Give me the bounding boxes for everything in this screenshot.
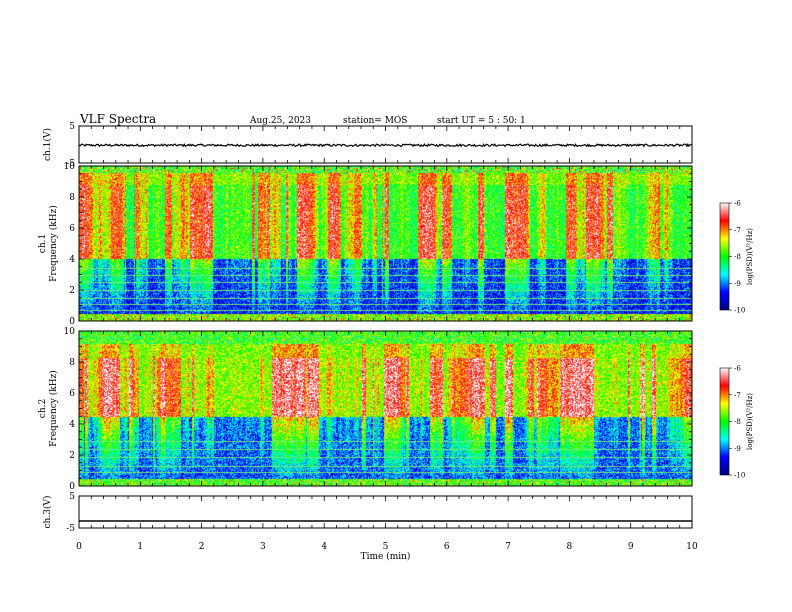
- y-tick-label: 5: [69, 122, 75, 132]
- x-tick-label: 3: [260, 542, 266, 552]
- y-tick-label: 8: [69, 193, 75, 203]
- colorbar-tick-label: -8: [734, 253, 741, 261]
- y-axis-channel-label: ch.2: [38, 399, 48, 418]
- x-tick-label: 2: [199, 542, 205, 552]
- y-axis-label: ch.3(V): [42, 496, 53, 529]
- colorbar: [719, 367, 730, 476]
- y-tick-label: 10: [64, 327, 76, 337]
- x-tick-label: 10: [686, 542, 698, 552]
- colorbar-tick-label: -7: [734, 391, 741, 399]
- y-tick-label: 2: [69, 286, 75, 296]
- y-tick-label: -5: [66, 159, 75, 169]
- x-tick-label: 4: [321, 542, 327, 552]
- y-axis-label: ch.1(V): [42, 128, 53, 161]
- colorbar-tick-label: -8: [734, 418, 741, 426]
- x-tick-label: 0: [76, 542, 82, 552]
- y-tick-label: 4: [69, 420, 75, 430]
- y-tick-label: 6: [69, 389, 75, 399]
- colorbar-tick-label: -9: [734, 280, 741, 288]
- colorbar-tick-label: -10: [734, 307, 745, 315]
- y-tick-label: 4: [69, 255, 75, 265]
- spectrogram-ch1: [79, 166, 692, 321]
- x-tick-label: 6: [444, 542, 450, 552]
- y-tick-label: 6: [69, 224, 75, 234]
- y-tick-label: 0: [69, 482, 75, 492]
- y-axis-label: Frequency (kHz): [48, 370, 59, 447]
- colorbar-label: log(PSD)(V²/Hz): [746, 228, 754, 285]
- colorbar: [719, 202, 730, 311]
- colorbar-label: log(PSD)(V²/Hz): [746, 393, 754, 450]
- x-tick-label: 5: [383, 542, 389, 552]
- colorbar-tick-label: -6: [734, 365, 741, 373]
- y-axis-channel-label: ch.1: [38, 234, 48, 253]
- y-tick-label: 8: [69, 358, 75, 368]
- y-tick-label: 2: [69, 451, 75, 461]
- x-tick-label: 7: [505, 542, 511, 552]
- x-tick-label: 8: [567, 542, 573, 552]
- y-axis-label: Frequency (kHz): [48, 205, 59, 282]
- y-tick-label: 0: [69, 317, 75, 327]
- y-tick-label: 10: [64, 162, 76, 172]
- colorbar-tick-label: -6: [734, 200, 741, 208]
- station-label: station= MOS: [343, 116, 408, 126]
- x-tick-label: 9: [628, 542, 634, 552]
- x-axis-label: Time (min): [361, 551, 411, 562]
- colorbar-tick-label: -7: [734, 226, 741, 234]
- chart-title: VLF Spectra: [80, 112, 157, 126]
- y-tick-label: -5: [66, 524, 75, 534]
- colorbar-tick-label: -10: [734, 472, 745, 480]
- waveform-line-ch1: [78, 142, 693, 148]
- start-time-label: start UT = 5 : 50: 1: [437, 116, 526, 126]
- spectrogram-ch2: [79, 331, 692, 486]
- colorbar-tick-label: -9: [734, 445, 741, 453]
- x-tick-label: 1: [137, 542, 143, 552]
- y-tick-label: 5: [69, 492, 75, 502]
- date-label: Aug.25, 2023: [250, 116, 311, 126]
